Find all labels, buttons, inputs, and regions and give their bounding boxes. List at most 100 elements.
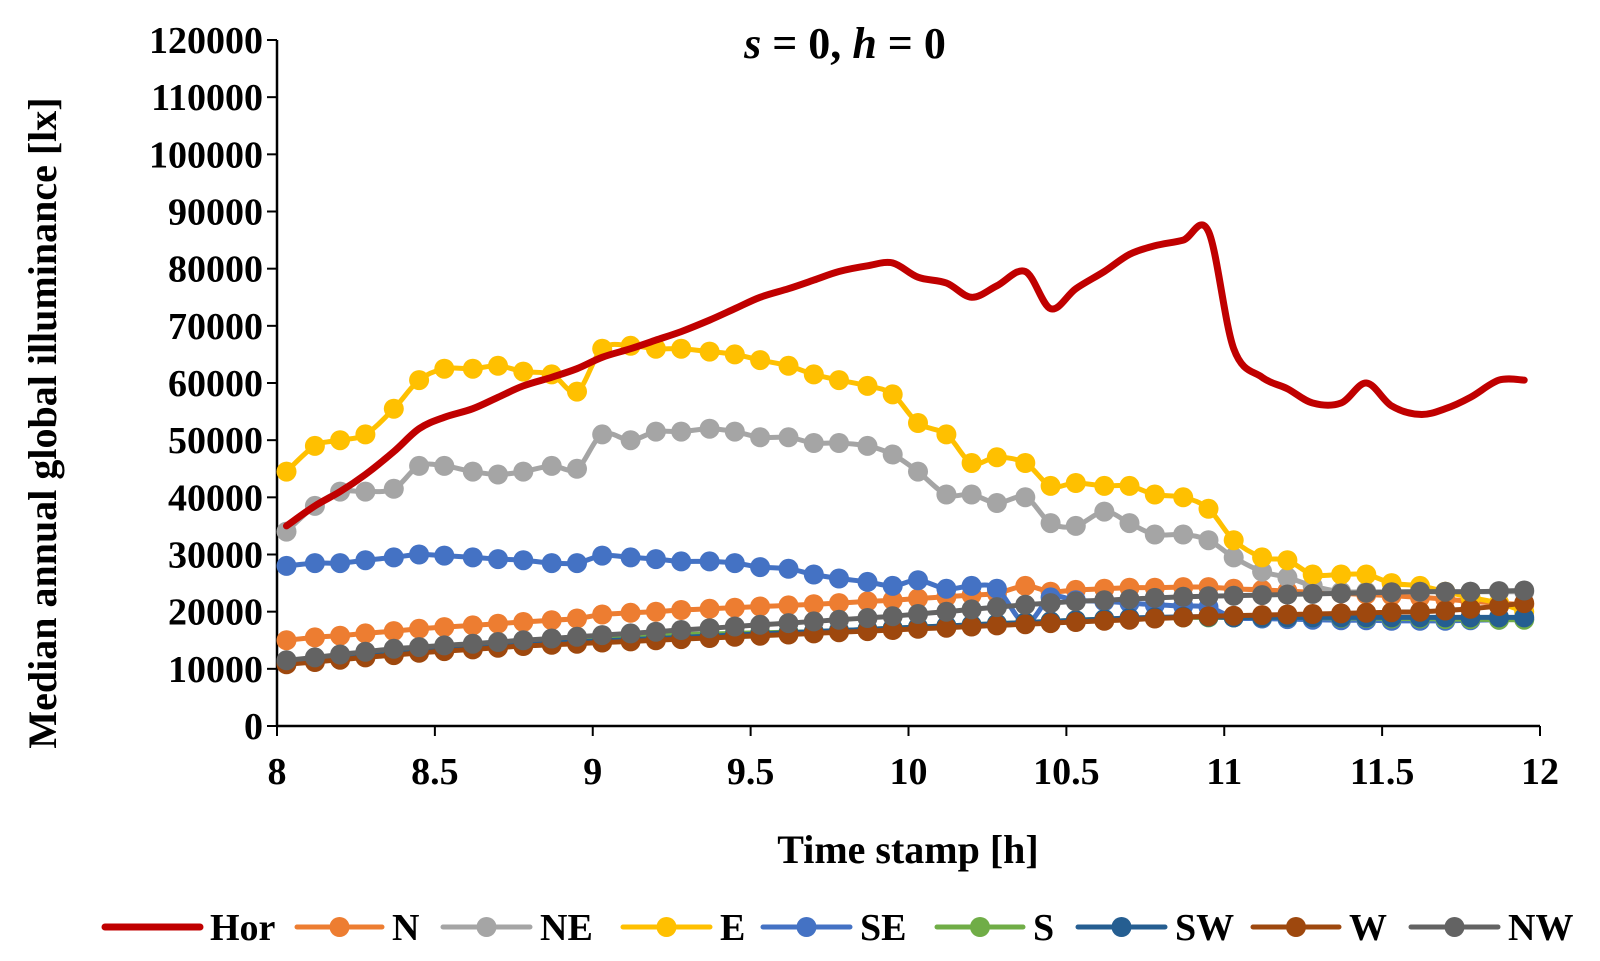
data-point-se — [592, 545, 613, 566]
data-point-nw — [1094, 590, 1115, 611]
data-point-ne — [567, 458, 587, 479]
data-point-nw — [620, 623, 641, 644]
data-point-nw — [1015, 594, 1036, 615]
data-point-nw — [778, 613, 799, 634]
data-point-e — [276, 461, 297, 482]
data-point-e — [1223, 530, 1244, 551]
legend-item-se: SE — [760, 907, 906, 949]
data-point-nw — [1435, 581, 1456, 602]
data-point-w — [1331, 603, 1352, 624]
data-point-e — [750, 350, 771, 371]
data-point-se — [620, 547, 641, 568]
data-point-nw — [1489, 581, 1509, 602]
data-point-nw — [671, 620, 692, 640]
data-point-nw — [1302, 583, 1323, 604]
data-point-e — [671, 338, 692, 359]
data-point-ne — [355, 481, 376, 502]
data-point-n — [908, 588, 928, 609]
data-point-nw — [462, 633, 483, 654]
data-point-nw — [1277, 584, 1298, 605]
data-point-w — [1460, 598, 1481, 619]
data-point-n — [434, 617, 455, 638]
data-point-ne — [434, 455, 455, 476]
data-point-n — [778, 595, 799, 616]
legend-label-s: S — [1033, 907, 1054, 949]
data-point-nw — [699, 618, 720, 639]
data-point-n — [829, 593, 849, 614]
data-point-e — [304, 435, 325, 456]
title-part-eq1: = 0, — [761, 19, 852, 68]
data-point-nw — [1410, 581, 1430, 602]
data-point-ne — [1065, 515, 1086, 536]
y-tick-label: 90000 — [168, 192, 263, 234]
data-point-ne — [1252, 561, 1273, 582]
data-point-se — [513, 550, 534, 571]
data-point-se — [488, 549, 508, 570]
data-point-nw — [567, 626, 587, 647]
data-point-e — [1065, 473, 1086, 493]
data-point-nw — [803, 611, 824, 632]
data-point-ne — [803, 433, 824, 453]
data-point-nw — [908, 604, 928, 624]
data-point-nw — [304, 647, 325, 668]
data-point-se — [961, 575, 982, 596]
data-point-nw — [383, 638, 404, 659]
y-tick-label: 50000 — [168, 420, 263, 462]
legend-item-nw: NW — [1408, 907, 1573, 949]
data-point-e — [724, 344, 745, 365]
data-point-nw — [541, 628, 562, 649]
y-tick-label: 20000 — [168, 592, 263, 634]
data-point-ne — [1040, 513, 1061, 534]
legend-label-w: W — [1349, 907, 1387, 949]
data-point-se — [567, 553, 587, 574]
data-point-e — [961, 453, 982, 473]
data-point-ne — [620, 430, 641, 451]
data-point-nw — [1119, 589, 1140, 610]
y-tick-label: 40000 — [168, 477, 263, 519]
data-point-w — [1252, 605, 1273, 626]
data-point-ne — [1094, 501, 1115, 522]
y-axis-ticks: 0 10000 20000 30000 40000 50000 60000 70000 8000… — [149, 20, 277, 748]
data-point-n — [355, 623, 376, 644]
legend-label-hor: Hor — [210, 907, 276, 949]
data-point-nw — [1173, 586, 1194, 607]
data-point-nw — [409, 637, 430, 658]
data-point-nw — [276, 650, 297, 671]
data-point-nw — [1331, 583, 1352, 604]
data-point-n — [620, 602, 641, 623]
legend-marker-e — [656, 917, 677, 937]
legend-label-e: E — [720, 907, 745, 949]
data-point-ne — [383, 478, 404, 499]
data-point-se — [383, 547, 404, 568]
data-point-e — [462, 358, 483, 379]
data-point-se — [671, 551, 692, 572]
x-tick-label: 10.5 — [1033, 751, 1100, 793]
y-tick-label: 110000 — [151, 77, 263, 119]
data-point-nw — [1144, 587, 1165, 608]
data-point-w — [961, 616, 982, 637]
data-point-se — [724, 553, 745, 574]
title-part-eq2: = 0 — [877, 19, 946, 68]
legend-marker-sw — [1111, 917, 1132, 937]
data-point-se — [936, 578, 957, 599]
data-point-e — [488, 355, 508, 376]
legend-marker-ne — [476, 917, 497, 937]
data-point-nw — [1514, 580, 1535, 601]
legend-item-s: S — [934, 907, 1054, 949]
data-point-ne — [724, 421, 745, 442]
data-point-nw — [513, 630, 534, 651]
data-point-se — [882, 575, 903, 596]
data-point-w — [1410, 601, 1430, 622]
y-axis-label: Median annual global illuminance [lx] — [20, 97, 65, 748]
data-point-e — [1040, 475, 1061, 496]
data-point-e — [383, 398, 404, 419]
legend-marker-s — [970, 917, 990, 937]
legend-item-n: N — [294, 907, 419, 949]
legend-marker-nw — [1444, 917, 1465, 937]
data-point-n — [803, 594, 824, 615]
x-tick-label: 12 — [1521, 751, 1559, 793]
series-layer — [276, 221, 1535, 675]
data-point-ne — [986, 493, 1007, 513]
data-point-e — [986, 447, 1007, 468]
